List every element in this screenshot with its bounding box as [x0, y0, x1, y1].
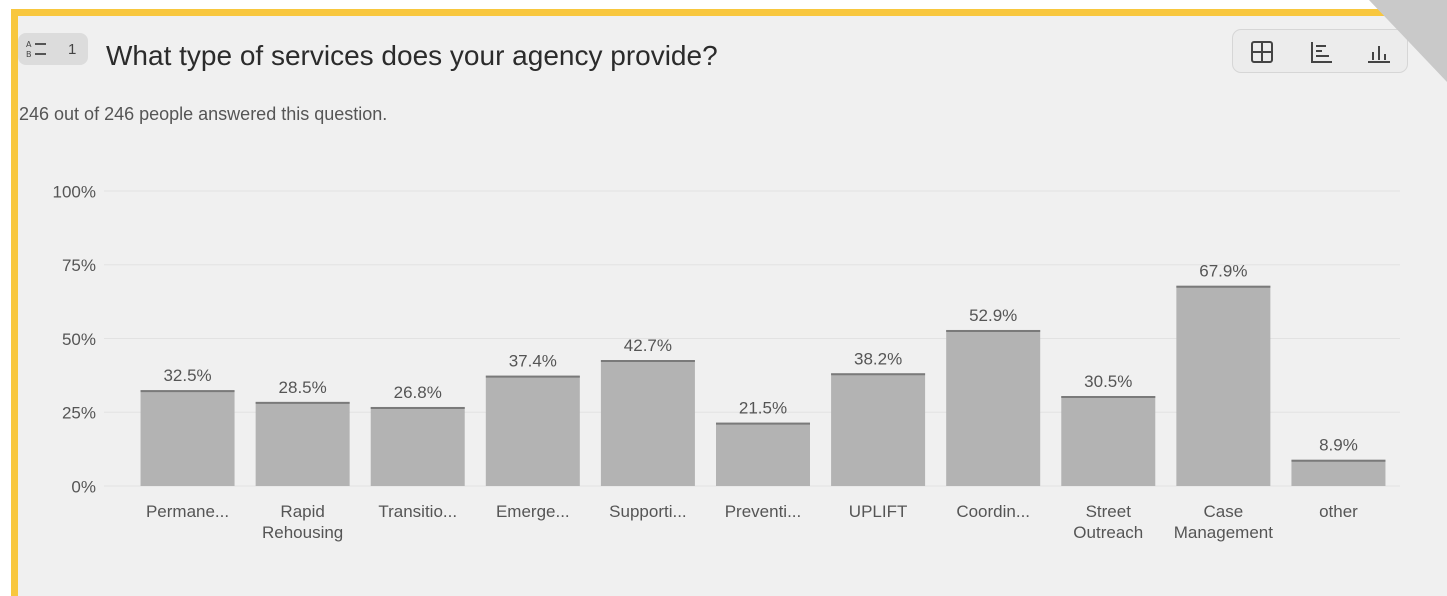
response-count: 246 out of 246 people answered this ques… — [19, 104, 388, 124]
x-tick-label: Rapid — [280, 502, 324, 521]
x-tick-label: Case — [1204, 502, 1244, 521]
x-tick-label: Emerge... — [496, 502, 570, 521]
data-label: 21.5% — [739, 399, 787, 418]
data-label: 28.5% — [279, 378, 327, 397]
bar — [1291, 459, 1386, 486]
bar — [140, 390, 235, 486]
data-label: 32.5% — [163, 366, 211, 385]
x-tick-label: Management — [1174, 523, 1274, 542]
y-tick-label: 75% — [62, 256, 96, 275]
bar — [370, 406, 465, 486]
multiple-choice-icon: A B — [26, 40, 46, 59]
x-tick-label: Permane... — [146, 502, 229, 521]
svg-text:B: B — [26, 50, 32, 59]
data-label: 52.9% — [969, 306, 1017, 325]
data-label: 37.4% — [509, 352, 557, 371]
x-tick-label: Transitio... — [378, 502, 457, 521]
data-label: 38.2% — [854, 349, 902, 368]
bar — [255, 401, 350, 486]
x-tick-label: Supporti... — [609, 502, 687, 521]
question-badge: A B 1 — [18, 33, 88, 65]
x-tick-label: Preventi... — [725, 502, 802, 521]
svg-text:A: A — [26, 40, 32, 49]
bar — [1176, 285, 1271, 486]
x-tick-label: UPLIFT — [849, 502, 908, 521]
y-tick-label: 25% — [62, 404, 96, 423]
x-tick-label: Rehousing — [262, 523, 343, 542]
data-label: 67.9% — [1199, 262, 1247, 281]
bar — [485, 375, 580, 486]
x-tick-label: Outreach — [1073, 523, 1143, 542]
bar — [600, 360, 695, 486]
y-tick-label: 0% — [71, 477, 96, 496]
y-tick-label: 50% — [62, 330, 96, 349]
bar — [716, 422, 810, 486]
bar — [1061, 396, 1156, 486]
x-tick-label: Street — [1086, 502, 1132, 521]
question-number: 1 — [68, 40, 77, 58]
x-tick-label: other — [1319, 502, 1358, 521]
bar — [946, 329, 1041, 486]
question-title: What type of services does your agency p… — [106, 40, 718, 71]
bar — [831, 373, 926, 486]
data-label: 8.9% — [1319, 436, 1358, 455]
data-label: 26.8% — [394, 383, 442, 402]
data-label: 42.7% — [624, 336, 672, 355]
x-tick-label: Coordin... — [956, 502, 1030, 521]
y-tick-label: 100% — [53, 182, 96, 201]
data-label: 30.5% — [1084, 372, 1132, 391]
corner-fold — [1369, 0, 1447, 82]
table-view-icon[interactable] — [1249, 40, 1275, 64]
horizontal-bar-view-icon[interactable] — [1308, 40, 1334, 64]
